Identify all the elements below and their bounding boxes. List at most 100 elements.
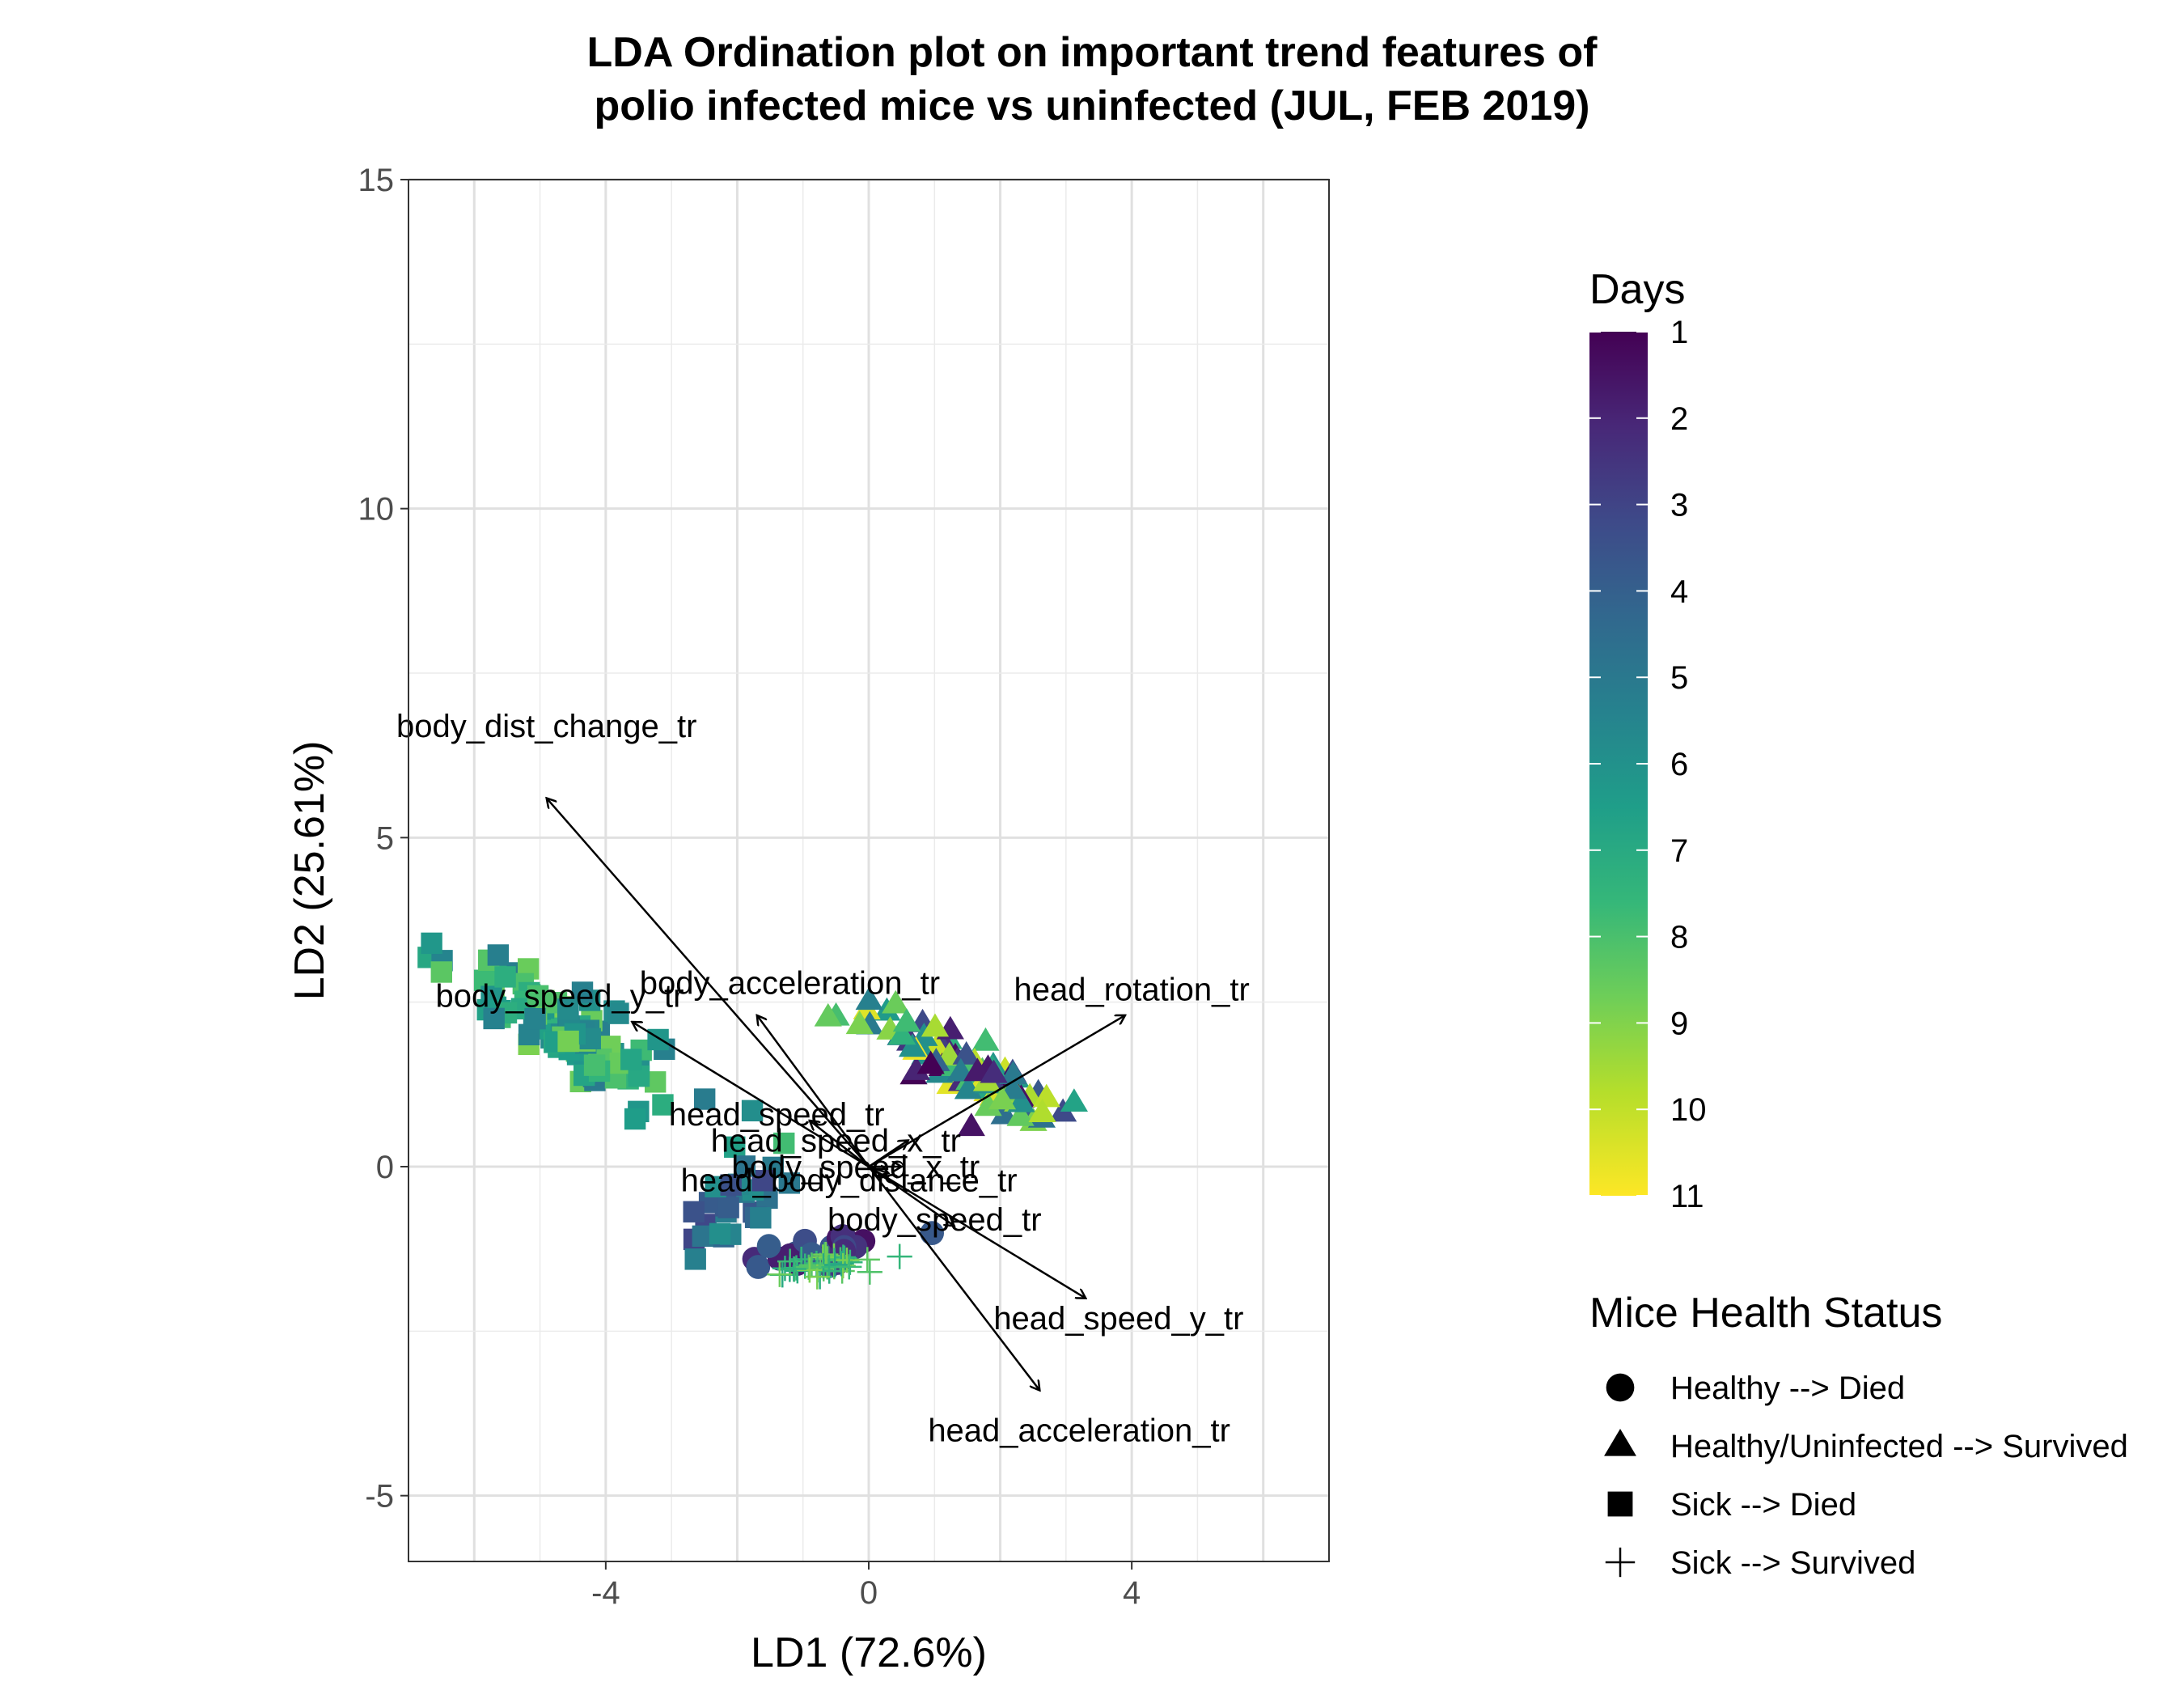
x-axis-title: LD1 (72.6%)	[751, 1629, 987, 1676]
chart-title-line-1: LDA Ordination plot on important trend f…	[587, 29, 1598, 76]
data-point	[684, 1248, 706, 1270]
data-point	[1007, 1088, 1035, 1112]
data-point	[717, 1197, 739, 1218]
loading-label: head_speed_x_tr	[711, 1123, 961, 1159]
loading-label: body_dist_change_tr	[396, 709, 696, 744]
data-point	[1032, 1083, 1060, 1108]
data-point	[778, 1172, 801, 1194]
data-point	[920, 1221, 945, 1245]
loading-arrow	[632, 1022, 870, 1168]
loading-label: head_speed_tr	[669, 1097, 885, 1133]
data-point	[773, 1132, 795, 1155]
health-legend-title: Mice Health Status	[1589, 1290, 1942, 1337]
data-point	[557, 998, 579, 1020]
loading-arrows: body_dist_change_tr body_acceleration_trb…	[396, 709, 1250, 1448]
data-point	[892, 1008, 921, 1032]
y-tick-label: 0	[376, 1150, 394, 1185]
data-point	[756, 1234, 781, 1259]
loading-arrow	[757, 1015, 870, 1167]
loading-label: body_speed_y_tr	[436, 979, 684, 1015]
data-point	[888, 1021, 916, 1045]
data-point	[524, 1007, 546, 1030]
loading-label: body_speed_tr	[827, 1202, 1042, 1238]
data-point	[814, 1002, 842, 1027]
loading-arrow	[868, 1165, 954, 1226]
loading-arrow	[868, 1166, 1039, 1391]
loading-label: head_speed_y_tr	[993, 1301, 1243, 1337]
colorbar-tick-label: 3	[1670, 488, 1688, 523]
data-point	[652, 1094, 674, 1116]
colorbar-tick-label: 1	[1670, 315, 1688, 350]
data-point	[724, 1136, 746, 1159]
x-tick-label: 4	[1123, 1575, 1141, 1611]
legend-key-square	[1607, 1491, 1633, 1517]
days-colorbar-ticks: 1 2 3 4 5 6 7 8 9 10 11	[1589, 315, 1707, 1214]
data-point	[902, 1057, 930, 1080]
y-axis-title: LD2 (25.61%)	[286, 741, 333, 1001]
x-tick-label: -4	[591, 1575, 620, 1611]
legend-key-triangle	[1604, 1429, 1636, 1456]
data-point	[921, 1013, 950, 1037]
loading-arrow	[868, 1140, 908, 1168]
data-point	[822, 1252, 848, 1277]
chart-title-line-2: polio infected mice vs uninfected (JUL, …	[595, 83, 1590, 129]
legend-item-label: Sick --> Survived	[1670, 1545, 1915, 1581]
legend-key-plus	[1605, 1547, 1636, 1578]
data-point	[720, 1174, 742, 1196]
data-point	[557, 1030, 579, 1053]
data-point	[421, 932, 442, 955]
data-point	[767, 1261, 793, 1287]
data-point	[1006, 1102, 1035, 1126]
colorbar-tick-label: 2	[1670, 401, 1688, 437]
data-point	[798, 1252, 825, 1278]
loading-arrow	[868, 1015, 1125, 1168]
data-point	[1028, 1099, 1056, 1123]
colorbar-tick-label: 9	[1670, 1006, 1688, 1041]
colorbar-tick-label: 11	[1670, 1179, 1704, 1214]
data-point	[1060, 1088, 1088, 1112]
data-point	[746, 1255, 771, 1279]
data-point	[952, 1040, 980, 1065]
data-point	[836, 1254, 862, 1280]
data-point	[487, 944, 510, 966]
data-point	[882, 989, 910, 1014]
data-point	[693, 1088, 716, 1110]
colorbar-tick-label: 6	[1670, 747, 1688, 782]
days-legend-title: Days	[1589, 266, 1685, 313]
data-point	[957, 1112, 985, 1137]
colorbar-tick-label: 4	[1670, 574, 1688, 609]
loading-label: body_speed_x_tr	[731, 1150, 980, 1185]
data-point	[857, 1259, 882, 1285]
y-tick-label: 5	[376, 820, 394, 856]
colorbar-tick-label: 5	[1670, 660, 1688, 696]
loading-label: head_rotation_tr	[1014, 972, 1249, 1007]
colorbar-tick-label: 10	[1670, 1092, 1707, 1128]
data-point	[741, 1099, 764, 1122]
legend-item-label: Healthy/Uninfected --> Survived	[1670, 1429, 2128, 1464]
data-point	[620, 1049, 642, 1070]
data-point	[845, 1011, 874, 1035]
data-point	[527, 985, 549, 1007]
loading-label: head_acceleration_tr	[928, 1413, 1230, 1448]
loading-arrow	[547, 799, 870, 1167]
data-point	[797, 1257, 823, 1283]
colorbar-tick-label: 7	[1670, 833, 1688, 869]
loading-label: head_body_distance_tr	[681, 1163, 1018, 1198]
data-point	[781, 1256, 806, 1282]
x-axis-ticks: -4 0 4	[591, 1561, 1141, 1611]
legend-item-label: Sick --> Died	[1670, 1487, 1856, 1523]
data-point	[734, 1155, 756, 1177]
grid-lines	[408, 178, 1330, 1561]
data-point	[494, 966, 516, 988]
colorbar-tick-label: 8	[1670, 920, 1688, 955]
data-points	[417, 932, 1088, 1290]
data-point	[887, 1244, 912, 1269]
x-tick-label: 0	[860, 1575, 878, 1611]
data-point	[683, 1201, 705, 1222]
data-point	[834, 1248, 860, 1273]
data-point	[709, 1222, 731, 1245]
y-axis-ticks: -5 0 5 10 15	[358, 163, 408, 1515]
data-point	[607, 1002, 629, 1024]
data-point	[855, 986, 883, 1011]
